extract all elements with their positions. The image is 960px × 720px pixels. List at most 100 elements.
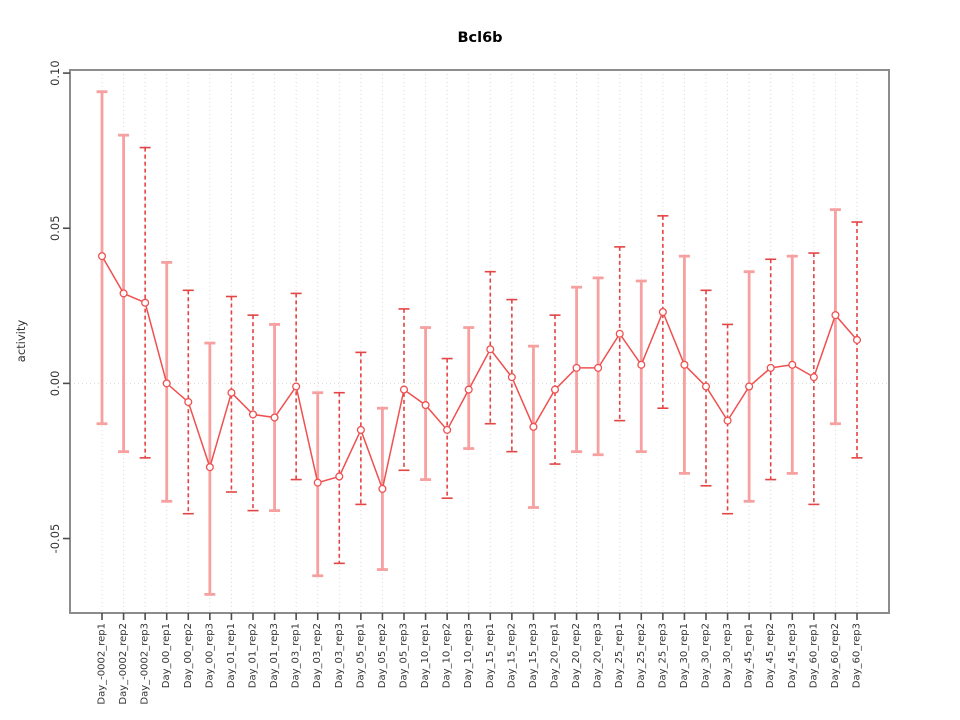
data-point (550, 385, 560, 394)
x-tick-label: Day_-0002_rep1 (97, 623, 108, 705)
x-tick-label: Day_25_rep1 (614, 623, 625, 688)
x-tick-label: Day_60_rep2 (830, 623, 841, 688)
x-tick-label: Day_15_rep1 (485, 623, 496, 688)
y-tick-label: -0.05 (48, 524, 62, 554)
error-bar (765, 258, 777, 481)
data-point (270, 413, 279, 422)
data-point (335, 472, 344, 481)
x-tick-label: Day_01_rep2 (248, 623, 259, 688)
x-tick-label: Day_10_rep3 (463, 623, 474, 688)
x-tick-label: Day_20_rep2 (571, 623, 582, 688)
x-tick-label: Day_01_rep3 (269, 623, 280, 688)
error-bar (549, 314, 561, 465)
data-point (292, 382, 301, 391)
data-point (723, 416, 732, 425)
error-bar (851, 221, 863, 459)
data-point (421, 401, 430, 410)
error-bar (808, 252, 820, 506)
x-tick-label: Day_25_rep2 (636, 623, 647, 688)
error-bar (700, 289, 712, 487)
data-point (399, 385, 409, 394)
error-bar (441, 357, 453, 499)
x-tick-label: Day_10_rep1 (420, 623, 431, 688)
x-tick-label: Day_15_rep2 (506, 623, 517, 688)
y-tick-label: 0.05 (48, 215, 62, 241)
x-tick-label: Day_25_rep3 (657, 623, 668, 688)
error-bar (657, 215, 669, 410)
data-point (701, 382, 711, 391)
x-tick-label: Day_00_rep2 (183, 623, 194, 688)
x-tick-label: Day_20_rep1 (550, 623, 561, 688)
data-point (637, 360, 646, 369)
data-point (464, 385, 473, 394)
x-tick-label: Day_60_rep1 (808, 623, 819, 688)
y-tick-label: 0.10 (48, 60, 62, 86)
x-tick-label: Day_00_rep3 (204, 623, 215, 688)
x-tick-label: Day_05_rep2 (377, 623, 388, 688)
x-tick-label: Day_60_rep3 (852, 623, 863, 688)
x-tick-label: Day_03_rep2 (312, 623, 323, 688)
error-bars (96, 90, 863, 596)
plot-border (69, 69, 890, 614)
y-axis-label: activity (14, 320, 28, 363)
x-tick-label: Day_05_rep1 (355, 623, 366, 688)
data-point (788, 360, 797, 369)
gridlines (101, 70, 858, 613)
data-point (356, 425, 365, 434)
y-tick-labels: 0.10 0.05 0.00 -0.05 (48, 60, 62, 553)
x-tick-label: Day_30_rep1 (679, 623, 690, 688)
x-tick-label: Day_45_rep1 (744, 623, 755, 688)
data-point (852, 335, 862, 344)
data-point (809, 373, 818, 382)
error-bar (355, 351, 367, 506)
x-tick-labels: Day_-0002_rep1 Day_-0002_rep2 Day_-0002_re… (97, 623, 863, 705)
x-tick-label: Day_01_rep1 (226, 623, 237, 688)
data-point (313, 478, 322, 487)
x-tick-label: Day_-0002_rep2 (118, 623, 129, 705)
data-point (745, 382, 754, 391)
data-point (205, 463, 214, 472)
data-point (529, 422, 538, 431)
data-point (184, 397, 193, 407)
data-point (378, 484, 387, 493)
data-point (831, 311, 840, 320)
x-tick-label: Day_15_rep3 (528, 623, 539, 688)
data-point (658, 307, 667, 317)
data-point (141, 298, 150, 307)
x-tick-label: Day_-0002_rep3 (140, 623, 151, 705)
error-bar (484, 270, 496, 425)
error-bar (247, 314, 259, 512)
data-point (248, 410, 258, 419)
data-point (486, 345, 495, 354)
x-tick-label: Day_30_rep2 (701, 623, 712, 688)
x-tick-label: Day_20_rep3 (593, 623, 604, 688)
x-tick-label: Day_00_rep1 (161, 623, 172, 688)
data-point (766, 363, 775, 372)
error-bar (506, 298, 518, 453)
error-bar (182, 289, 194, 515)
data-point (572, 363, 581, 372)
data-point (507, 373, 516, 382)
x-tick-label: Day_30_rep3 (722, 623, 733, 688)
data-point (162, 379, 171, 388)
y-tick-label: 0.00 (48, 371, 62, 397)
data-point (119, 289, 128, 298)
data-point (443, 425, 452, 434)
x-tick-label: Day_05_rep3 (399, 623, 410, 688)
x-tick-label: Day_45_rep2 (765, 623, 776, 688)
axis-ticks (63, 72, 858, 620)
data-point (615, 329, 624, 338)
chart-title: Bcl6b (457, 30, 502, 46)
data-point (227, 388, 236, 397)
error-bar (225, 295, 237, 493)
x-tick-label: Day_03_rep3 (334, 623, 345, 688)
data-point (680, 360, 689, 369)
mean-polyline (101, 255, 858, 492)
x-tick-label: Day_10_rep2 (442, 623, 453, 688)
x-tick-label: Day_03_rep1 (291, 623, 302, 688)
x-tick-label: Day_45_rep3 (787, 623, 798, 688)
data-point (594, 363, 603, 372)
data-point (97, 252, 107, 261)
